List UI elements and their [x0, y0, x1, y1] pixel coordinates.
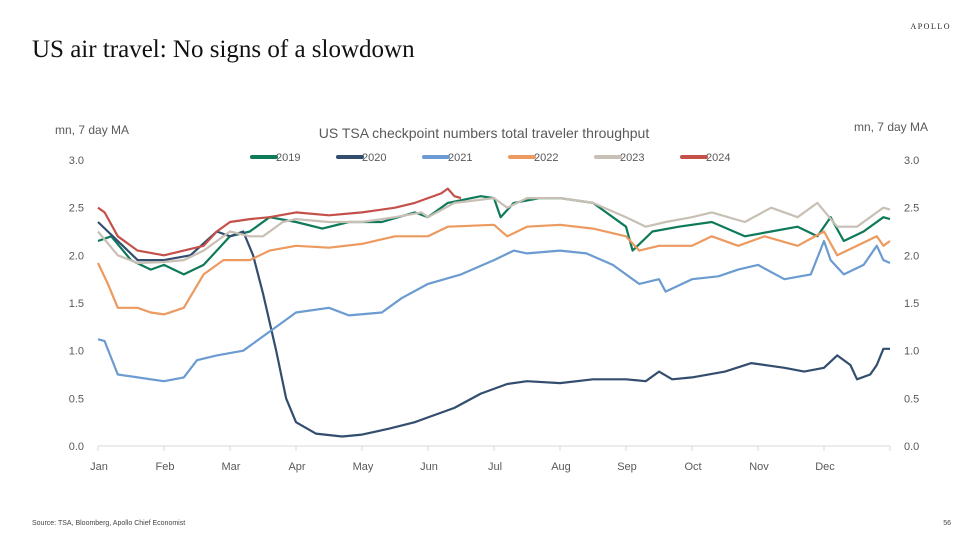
- y-tick-label-right: 2.5: [904, 203, 919, 215]
- y-tick-label-left: 3.0: [69, 155, 84, 167]
- x-tick-label: Apr: [288, 461, 305, 473]
- source-note: Source: TSA, Bloomberg, Apollo Chief Eco…: [32, 520, 186, 527]
- x-tick-label: May: [353, 461, 374, 473]
- x-tick-label: Nov: [749, 461, 769, 473]
- x-tick-label: Jan: [90, 461, 108, 473]
- y-tick-label-left: 1.5: [69, 298, 84, 310]
- legend-label-2022: 2022: [534, 152, 558, 164]
- y-tick-label-left: 1.0: [69, 346, 84, 358]
- page-title: US air travel: No signs of a slowdown: [32, 36, 415, 63]
- legend-label-2021: 2021: [448, 152, 472, 164]
- x-tick-label: Oct: [684, 461, 701, 473]
- y-tick-label-right: 0.0: [904, 441, 919, 453]
- series-line-2019: [97, 195, 891, 276]
- series-line-2022: [97, 223, 891, 316]
- y-axis-label-left: mn, 7 day MA: [55, 123, 129, 137]
- apollo-logo: APOLLO: [910, 22, 951, 31]
- legend-label-2019: 2019: [276, 152, 300, 164]
- y-tick-label-right: 2.0: [904, 250, 919, 262]
- y-tick-label-right: 1.0: [904, 346, 919, 358]
- x-tick-label: Dec: [815, 461, 835, 473]
- series-line-2023: [97, 197, 891, 265]
- x-tick-label: Jul: [488, 461, 502, 473]
- y-tick-label-right: 0.5: [904, 393, 919, 405]
- legend-label-2020: 2020: [362, 152, 386, 164]
- x-tick-label: Jun: [420, 461, 438, 473]
- series-line-2024: [97, 187, 462, 257]
- chart-title: US TSA checkpoint numbers total traveler…: [319, 125, 650, 141]
- y-tick-label-left: 0.0: [69, 441, 84, 453]
- legend-label-2023: 2023: [620, 152, 644, 164]
- y-axis-label-right: mn, 7 day MA: [854, 120, 928, 134]
- x-tick-label: Mar: [222, 461, 241, 473]
- y-tick-label-left: 2.0: [69, 250, 84, 262]
- y-tick-label-left: 0.5: [69, 393, 84, 405]
- y-tick-label-left: 2.5: [69, 203, 84, 215]
- x-tick-label: Sep: [617, 461, 637, 473]
- series-line-2020: [97, 221, 890, 438]
- series-line-2021: [97, 239, 891, 383]
- page-number: 56: [943, 520, 951, 527]
- x-tick-label: Aug: [551, 461, 571, 473]
- y-tick-label-right: 1.5: [904, 298, 919, 310]
- legend-label-2024: 2024: [706, 152, 730, 164]
- x-tick-label: Feb: [156, 461, 175, 473]
- y-tick-label-right: 3.0: [904, 155, 919, 167]
